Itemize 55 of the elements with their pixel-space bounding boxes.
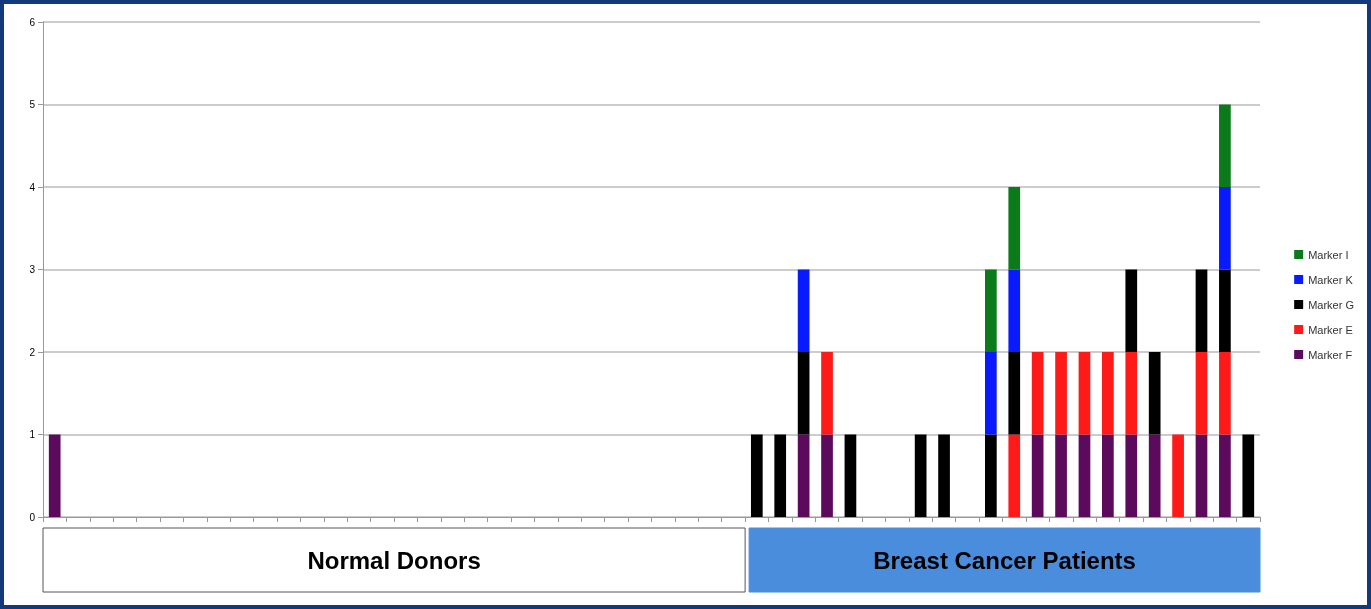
y-tick-label: 0	[29, 511, 36, 523]
bar	[1219, 434, 1231, 517]
legend-label: Marker F	[1308, 348, 1353, 361]
y-tick-label: 2	[29, 346, 36, 358]
bar	[1102, 434, 1114, 517]
y-tick-label: 1	[29, 429, 36, 440]
bar	[821, 434, 833, 517]
bar	[48, 434, 61, 517]
bar	[774, 434, 787, 517]
bar	[1055, 434, 1067, 517]
legend-label: Marker G	[1308, 298, 1355, 311]
text: Breast Cancer Patients	[873, 546, 1136, 574]
bar	[1078, 434, 1091, 517]
bar	[1195, 434, 1208, 517]
bar	[1031, 352, 1044, 435]
bar	[1242, 434, 1255, 517]
bar	[1102, 352, 1114, 435]
bar	[1125, 352, 1138, 435]
bar	[1055, 352, 1067, 435]
bar	[1125, 434, 1138, 517]
bar	[985, 269, 997, 352]
bar	[1219, 352, 1231, 435]
bar	[821, 352, 833, 435]
bar	[1125, 269, 1138, 352]
bar	[797, 269, 810, 352]
legend-label: Marker I	[1308, 248, 1349, 261]
bar	[914, 434, 927, 517]
legend-label: Marker E	[1308, 323, 1353, 336]
bar	[1078, 352, 1091, 435]
bar	[985, 352, 997, 435]
y-tick-label: 4	[29, 181, 36, 193]
bar	[985, 434, 997, 517]
bar	[797, 434, 810, 517]
bar	[797, 352, 810, 435]
bar	[844, 434, 857, 517]
bar	[1031, 434, 1044, 517]
bar	[1008, 434, 1021, 517]
bar	[1219, 187, 1231, 270]
bar	[750, 434, 763, 517]
bar	[1195, 269, 1208, 352]
y-tick-label: 5	[29, 99, 36, 110]
bar	[1148, 434, 1161, 517]
bar	[1008, 187, 1021, 270]
y-tick-label: 6	[29, 16, 36, 28]
bar	[1172, 434, 1184, 517]
bar	[1148, 352, 1161, 435]
bar	[1219, 269, 1231, 352]
bar	[938, 434, 950, 517]
text: Normal Donors	[307, 546, 481, 574]
bar	[1195, 352, 1208, 435]
bar	[1008, 269, 1021, 352]
y-tick-label: 3	[29, 264, 36, 275]
bar	[1219, 104, 1231, 187]
bar	[1008, 352, 1021, 435]
legend-label: Marker K	[1308, 273, 1354, 286]
